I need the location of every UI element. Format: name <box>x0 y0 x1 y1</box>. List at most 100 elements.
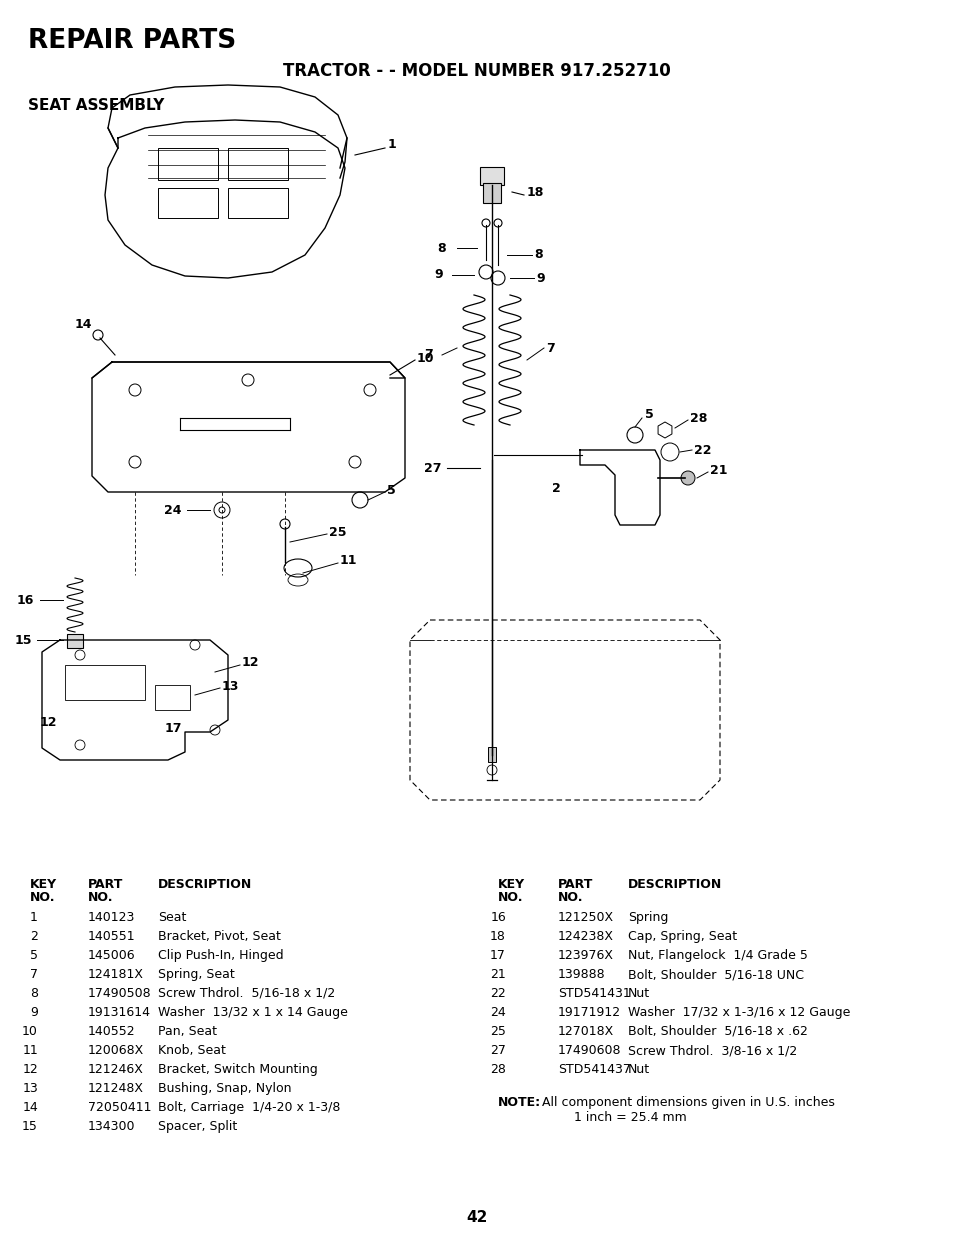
Text: 9: 9 <box>536 272 544 284</box>
Text: 140552: 140552 <box>88 1025 135 1037</box>
Text: 139888: 139888 <box>558 968 605 981</box>
Text: All component dimensions given in U.S. inches
          1 inch = 25.4 mm: All component dimensions given in U.S. i… <box>534 1095 834 1124</box>
Text: 28: 28 <box>689 411 706 425</box>
Text: Spring, Seat: Spring, Seat <box>158 968 234 981</box>
Text: 1: 1 <box>388 138 396 152</box>
Text: Bolt, Shoulder  5/16-18 x .62: Bolt, Shoulder 5/16-18 x .62 <box>627 1025 807 1037</box>
Text: 24: 24 <box>164 504 181 516</box>
Text: 16: 16 <box>17 594 34 606</box>
Text: 145006: 145006 <box>88 948 135 962</box>
Text: Seat: Seat <box>158 911 186 924</box>
Text: 15: 15 <box>22 1120 38 1132</box>
Text: DESCRIPTION: DESCRIPTION <box>158 878 252 890</box>
Bar <box>482 183 500 203</box>
Text: 8: 8 <box>30 987 38 1000</box>
Text: 12: 12 <box>22 1063 38 1076</box>
Text: REPAIR PARTS: REPAIR PARTS <box>28 28 236 54</box>
Text: TRACTOR - - MODEL NUMBER 917.252710: TRACTOR - - MODEL NUMBER 917.252710 <box>283 62 670 80</box>
Bar <box>488 747 496 762</box>
Text: Bracket, Switch Mounting: Bracket, Switch Mounting <box>158 1063 317 1076</box>
Text: 72050411: 72050411 <box>88 1100 152 1114</box>
Text: NO.: NO. <box>558 890 583 904</box>
Text: 17490608: 17490608 <box>558 1044 620 1057</box>
Text: NO.: NO. <box>88 890 113 904</box>
Text: 7: 7 <box>423 348 433 362</box>
Text: Bolt, Shoulder  5/16-18 UNC: Bolt, Shoulder 5/16-18 UNC <box>627 968 803 981</box>
Text: 121246X: 121246X <box>88 1063 144 1076</box>
Text: Clip Push-In, Hinged: Clip Push-In, Hinged <box>158 948 283 962</box>
Bar <box>228 148 288 180</box>
Text: Cap, Spring, Seat: Cap, Spring, Seat <box>627 930 737 944</box>
Text: 27: 27 <box>423 462 441 474</box>
Text: 19171912: 19171912 <box>558 1007 620 1019</box>
Text: 124238X: 124238X <box>558 930 614 944</box>
Text: 22: 22 <box>693 443 711 457</box>
Text: Nut, Flangelock  1/4 Grade 5: Nut, Flangelock 1/4 Grade 5 <box>627 948 807 962</box>
Text: 7: 7 <box>545 342 554 354</box>
Text: 2: 2 <box>30 930 38 944</box>
Text: 127018X: 127018X <box>558 1025 614 1037</box>
Text: NO.: NO. <box>497 890 523 904</box>
Text: 24: 24 <box>490 1007 505 1019</box>
Text: 124181X: 124181X <box>88 968 144 981</box>
Text: 5: 5 <box>644 409 653 421</box>
Text: Bracket, Pivot, Seat: Bracket, Pivot, Seat <box>158 930 280 944</box>
Text: Knob, Seat: Knob, Seat <box>158 1044 226 1057</box>
Bar <box>154 685 190 710</box>
Text: 16: 16 <box>490 911 505 924</box>
Text: 21: 21 <box>490 968 505 981</box>
Text: 123976X: 123976X <box>558 948 614 962</box>
Text: NOTE:: NOTE: <box>497 1095 540 1109</box>
Text: 27: 27 <box>490 1044 505 1057</box>
Bar <box>228 188 288 219</box>
Text: Spacer, Split: Spacer, Split <box>158 1120 237 1132</box>
Text: 10: 10 <box>416 352 434 364</box>
Text: 11: 11 <box>339 553 357 567</box>
Bar <box>158 148 218 180</box>
Text: NO.: NO. <box>30 890 55 904</box>
Text: Washer  17/32 x 1-3/16 x 12 Gauge: Washer 17/32 x 1-3/16 x 12 Gauge <box>627 1007 849 1019</box>
Text: 14: 14 <box>75 319 92 331</box>
Text: 140123: 140123 <box>88 911 135 924</box>
Text: 17490508: 17490508 <box>88 987 152 1000</box>
Text: Pan, Seat: Pan, Seat <box>158 1025 216 1037</box>
Text: 140551: 140551 <box>88 930 135 944</box>
Text: 18: 18 <box>490 930 505 944</box>
Text: 22: 22 <box>490 987 505 1000</box>
Text: 11: 11 <box>22 1044 38 1057</box>
Text: PART: PART <box>88 878 123 890</box>
Bar <box>65 664 145 700</box>
Text: 9: 9 <box>30 1007 38 1019</box>
Text: Nut: Nut <box>627 987 649 1000</box>
Text: Screw Thdrol.  3/8-16 x 1/2: Screw Thdrol. 3/8-16 x 1/2 <box>627 1044 797 1057</box>
Text: 42: 42 <box>466 1210 487 1225</box>
Text: 21: 21 <box>709 463 727 477</box>
Text: 5: 5 <box>387 483 395 496</box>
Text: 2: 2 <box>552 482 560 494</box>
Text: 120068X: 120068X <box>88 1044 144 1057</box>
Bar <box>67 634 83 648</box>
Text: STD541437: STD541437 <box>558 1063 630 1076</box>
Text: 10: 10 <box>22 1025 38 1037</box>
Text: 25: 25 <box>329 526 346 538</box>
Text: 13: 13 <box>22 1082 38 1095</box>
Text: 12: 12 <box>242 657 259 669</box>
Text: 134300: 134300 <box>88 1120 135 1132</box>
Text: 17: 17 <box>165 721 182 735</box>
Text: Nut: Nut <box>627 1063 649 1076</box>
Text: PART: PART <box>558 878 593 890</box>
Text: 8: 8 <box>534 248 542 262</box>
Text: 8: 8 <box>436 242 445 254</box>
Text: KEY: KEY <box>497 878 524 890</box>
Text: 18: 18 <box>526 185 544 199</box>
Text: 15: 15 <box>15 634 32 646</box>
Text: 25: 25 <box>490 1025 505 1037</box>
Text: 17: 17 <box>490 948 505 962</box>
Text: DESCRIPTION: DESCRIPTION <box>627 878 721 890</box>
Circle shape <box>680 471 695 485</box>
Text: KEY: KEY <box>30 878 57 890</box>
Text: 1: 1 <box>30 911 38 924</box>
Text: 9: 9 <box>434 268 442 282</box>
Text: Screw Thdrol.  5/16-18 x 1/2: Screw Thdrol. 5/16-18 x 1/2 <box>158 987 335 1000</box>
Bar <box>158 188 218 219</box>
